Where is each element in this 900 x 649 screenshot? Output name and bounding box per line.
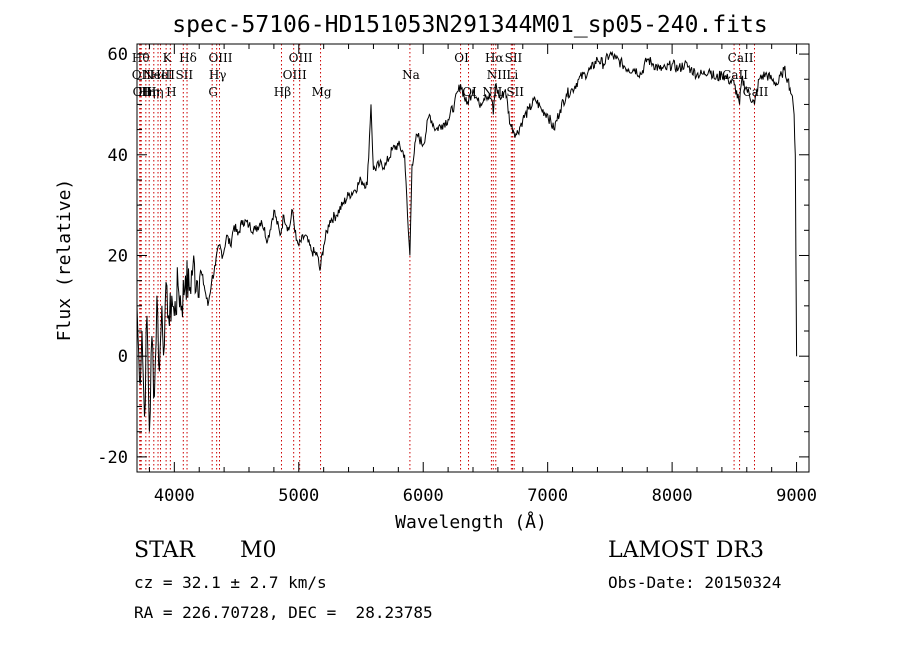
x-axis-label: Wavelength (Å) [395,511,547,533]
x-tick-label-2: 6000 [403,486,444,506]
line-marker-label-15: Hβ [274,85,291,99]
line-marker-label-25: Li [506,68,518,82]
y-tick-label-3: 40 [108,146,128,166]
y-tick-label-2: 20 [108,246,128,266]
obs-date-text: Obs-Date: 20150324 [608,573,782,592]
y-axis-label: Flux (relative) [54,179,75,342]
survey-name: LAMOST DR3 [608,538,764,563]
emission-line-markers: HθOIIOIIHηHηHηNeIIIHeIKHSIIHδGHγOIIIHβOI… [132,44,769,472]
coordinates-text: RA = 226.70728, DEC = 28.23785 [134,603,433,622]
line-marker-label-27: SII [506,85,524,99]
spectrum-layer [136,50,798,432]
line-marker-label-4: Hη [141,85,159,99]
x-axis: 4000 5000 6000 7000 8000 9000 [148,44,817,506]
line-marker-label-3: Hη [138,85,156,99]
x-tick-label-4: 8000 [652,486,693,506]
line-marker-label-9: H [166,85,176,99]
line-marker-label-14: OIII [208,51,232,65]
line-marker-label-16: OIII [283,68,307,82]
line-marker-label-13: Hγ [209,68,227,82]
line-marker-label-5: Hη [146,85,164,99]
redshift-text: cz = 32.1 ± 2.7 km/s [134,573,327,592]
x-tick-label-5: 9000 [776,486,817,506]
line-marker-label-24: NII [487,68,507,82]
y-tick-label-4: 60 [108,45,128,65]
line-marker-label-20: OI [454,51,469,65]
x-tick-label-0: 4000 [154,486,195,506]
chart-title: spec-57106-HD151053N291344M01_sp05-240.f… [172,12,767,38]
line-marker-label-26: SII [505,51,523,65]
object-subclass: M0 [240,538,277,563]
x-tick-label-3: 7000 [527,486,568,506]
object-class: STAR [134,538,195,563]
x-tick-label-1: 5000 [278,486,319,506]
line-marker-label-17: OIII [289,51,313,65]
plot-frame [136,43,810,473]
line-marker-label-7: HeI [150,68,173,82]
line-marker-label-11: Hδ [179,51,197,65]
line-marker-label-10: SII [175,68,193,82]
line-marker-label-18: Mg [312,85,332,99]
line-marker-label-29: CaII [728,51,754,65]
y-axis: -20 0 20 40 60 [97,45,809,468]
line-marker-label-12: G [208,85,218,99]
line-marker-label-8: K [163,51,173,65]
line-marker-label-28: CaII [722,68,748,82]
line-marker-label-19: Na [402,68,420,82]
line-marker-label-23: Hα [485,51,504,65]
y-tick-label-1: 0 [118,347,128,367]
spectrum-line [136,50,798,432]
line-marker-label-22: NII [482,85,502,99]
line-marker-label-21: OI [462,85,477,99]
line-marker-label-6: NeIII [143,68,175,82]
y-tick-label-0: -20 [97,448,128,468]
